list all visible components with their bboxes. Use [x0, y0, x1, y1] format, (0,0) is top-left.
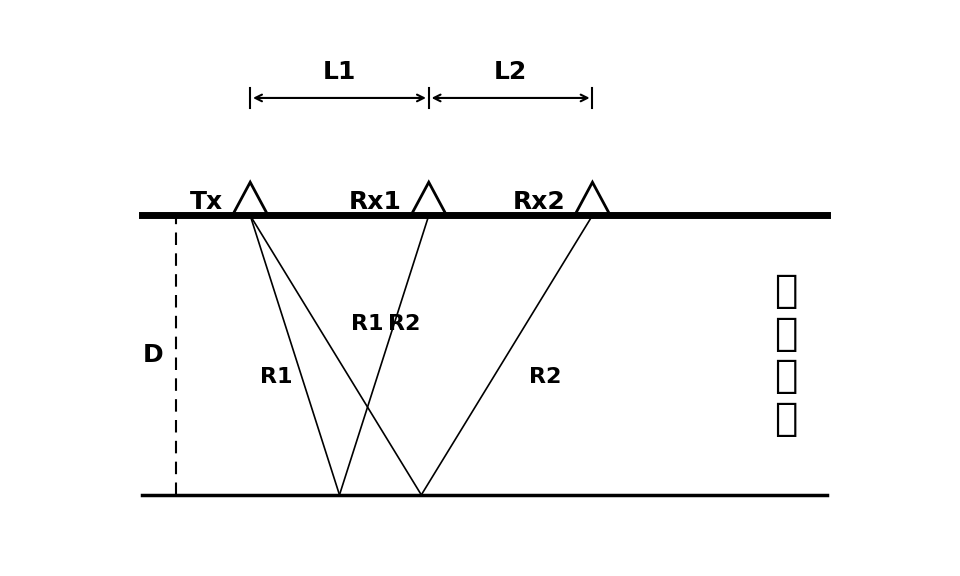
- Text: L2: L2: [494, 60, 527, 84]
- Text: Rx1: Rx1: [349, 190, 402, 214]
- Text: 月
壤
分
层: 月 壤 分 层: [774, 272, 798, 438]
- Text: R1: R1: [350, 314, 383, 334]
- Text: R2: R2: [529, 367, 562, 388]
- Text: L1: L1: [323, 60, 356, 84]
- Text: R1: R1: [260, 367, 293, 388]
- Text: D: D: [143, 343, 164, 367]
- Text: R2: R2: [388, 314, 420, 334]
- Text: Tx: Tx: [190, 190, 224, 214]
- Text: Rx2: Rx2: [513, 190, 565, 214]
